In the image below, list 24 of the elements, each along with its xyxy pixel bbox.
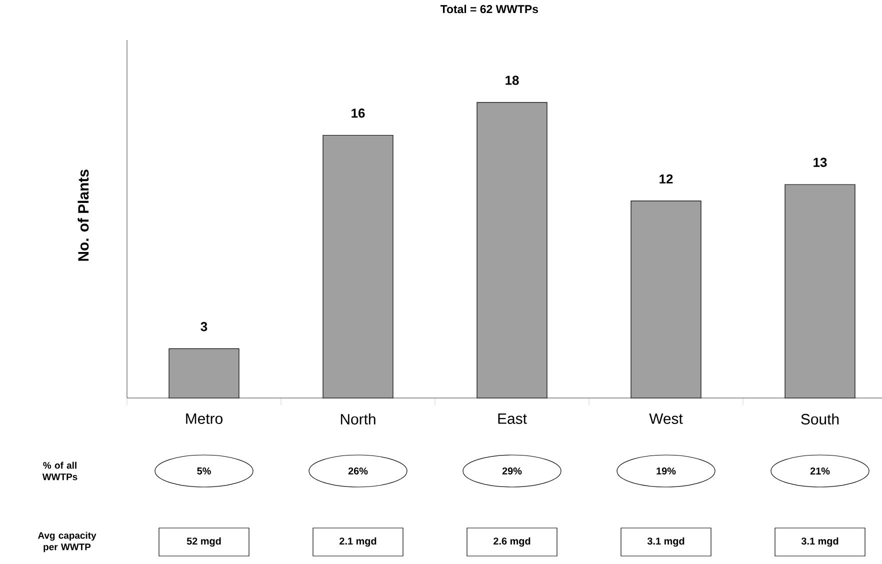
text: 52 mgd bbox=[186, 537, 221, 547]
text: 26% bbox=[348, 467, 368, 475]
text: 5% bbox=[197, 467, 211, 475]
text: 19% bbox=[656, 467, 676, 475]
text: 3.1 mgd bbox=[801, 537, 838, 547]
data-label: 16 bbox=[352, 108, 365, 118]
text: Avg capacity per WWTP bbox=[38, 532, 96, 552]
text: 29% bbox=[502, 467, 522, 475]
data-label: 12 bbox=[660, 174, 673, 184]
x-tick-label: Metro bbox=[186, 414, 222, 424]
x-tick-label: South bbox=[801, 414, 839, 424]
text: 3.1 mgd bbox=[647, 537, 684, 547]
data-label: 3 bbox=[200, 322, 208, 332]
text: 2.6 mgd bbox=[494, 537, 530, 547]
chart-title: Total = 62 WWTPs bbox=[440, 4, 538, 14]
x-tick-label: North bbox=[340, 414, 376, 424]
x-tick-label: East bbox=[498, 414, 527, 424]
text: % of all WWTPs bbox=[42, 462, 78, 480]
y-axis-title: No. of Plants bbox=[78, 170, 89, 261]
text: 21% bbox=[810, 467, 830, 475]
x-tick-label: West bbox=[649, 414, 683, 424]
data-label: 13 bbox=[814, 158, 827, 167]
data-label: 18 bbox=[506, 76, 519, 85]
text: 2.1 mgd bbox=[340, 537, 376, 547]
